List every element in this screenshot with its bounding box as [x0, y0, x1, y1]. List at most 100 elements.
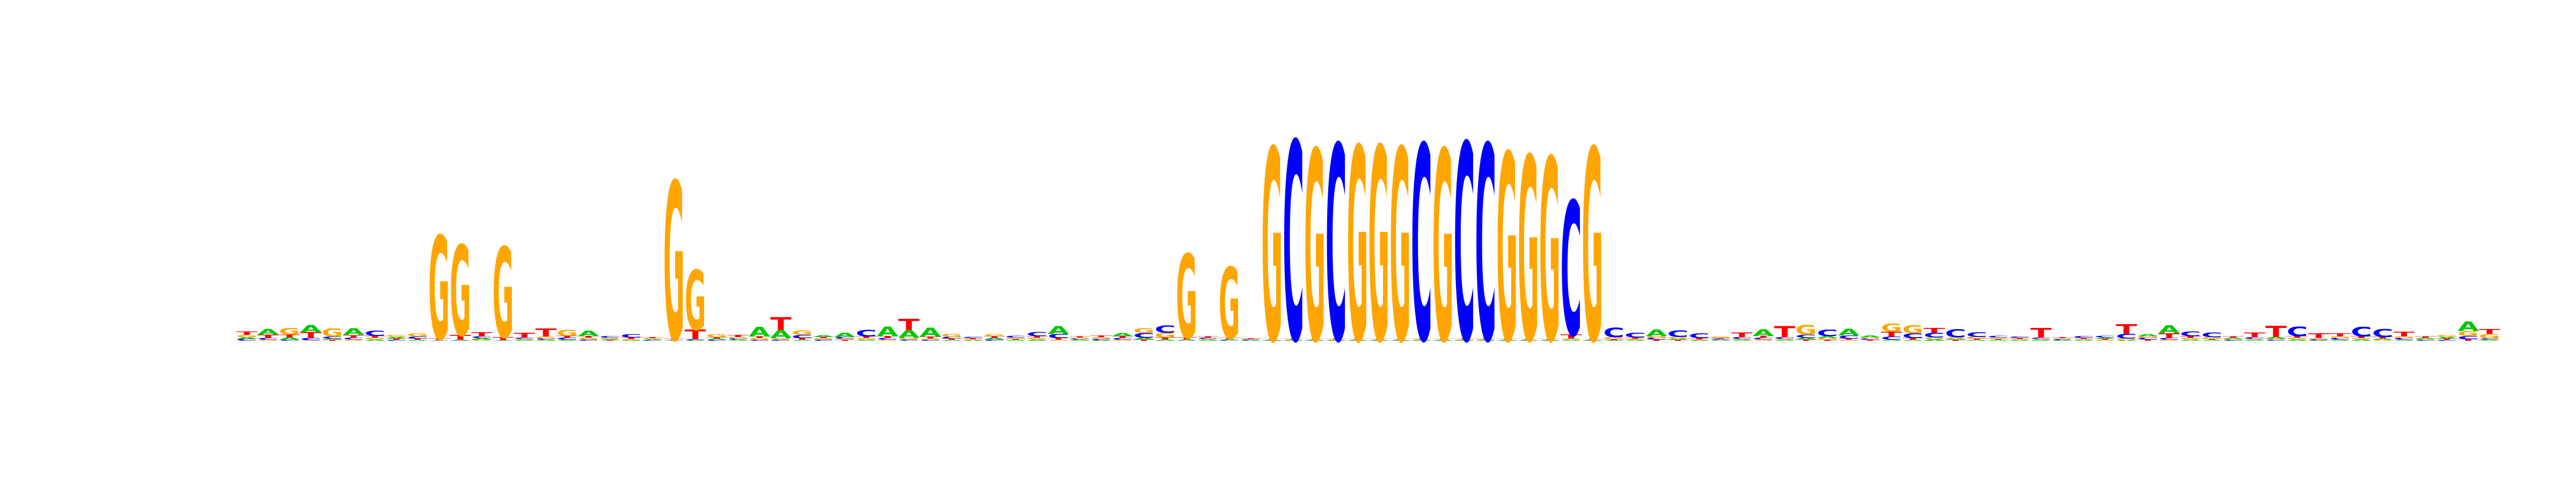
logo-letter-c: C: [1240, 339, 1262, 340]
logo-letter-c: C: [1539, 340, 1561, 341]
logo-letter-c: C: [1133, 332, 1155, 340]
logo-letter-a: A: [1667, 338, 1689, 340]
logo-letter-a: A: [706, 338, 728, 340]
logo-letter-c: C: [2415, 340, 2436, 341]
logo-letter-a: A: [1561, 340, 1582, 341]
logo-letter-a: A: [2030, 340, 2052, 341]
logo-letter-c: C: [855, 328, 877, 339]
logo-letter-c: C: [1838, 334, 1860, 340]
logo-letter-a: A: [685, 340, 706, 341]
logo-letter-g: G: [1795, 323, 1817, 338]
logo-letter-g: G: [941, 333, 962, 338]
logo-letter-g: G: [1966, 336, 1988, 339]
logo-letter-c: C: [364, 330, 386, 338]
logo-letter-g: G: [898, 338, 920, 340]
logo-letter-a: A: [1753, 328, 1774, 338]
logo-letter-c: C: [428, 340, 450, 341]
logo-letter-g: G: [2030, 339, 2052, 340]
logo-letter-t: T: [1112, 336, 1134, 339]
logo-letter-g: G: [321, 326, 343, 339]
logo-letter-c: C: [578, 339, 599, 341]
logo-letter-a: A: [920, 326, 941, 340]
logo-letter-t: T: [535, 326, 557, 339]
logo-letter-t: T: [727, 334, 749, 338]
logo-letter-c: C: [1710, 339, 1731, 340]
logo-letter-c: C: [450, 340, 471, 341]
logo-letter-c: C: [2265, 340, 2287, 341]
logo-letter-g: G: [428, 207, 450, 372]
logo-letter-t: T: [1091, 335, 1112, 338]
logo-letter-g: G: [1154, 332, 1176, 339]
logo-letter-t: T: [2372, 336, 2394, 339]
logo-letter-g: G: [2394, 336, 2415, 339]
logo-letter-t: T: [1902, 338, 1923, 340]
logo-letter-c: C: [877, 338, 898, 340]
logo-letter-t: T: [493, 336, 515, 341]
logo-letter-c: C: [1496, 340, 1518, 341]
logo-letter-c: C: [557, 338, 578, 341]
logo-letter-c: C: [1860, 338, 1881, 340]
logo-letter-a: A: [1881, 340, 1902, 341]
logo-letter-g: G: [1860, 337, 1881, 339]
logo-letter-a: A: [407, 340, 428, 341]
logo-letter-g: G: [984, 334, 1005, 337]
logo-letter-t: T: [877, 336, 899, 339]
logo-letter-t: T: [471, 331, 493, 338]
logo-letter-g: G: [1454, 339, 1475, 340]
logo-letter-a: A: [1411, 340, 1432, 341]
logo-letter-a: A: [1133, 338, 1155, 340]
logo-letter-g: G: [663, 138, 685, 390]
logo-letter-g: G: [1197, 339, 1219, 340]
logo-letter-c: C: [1518, 340, 1539, 341]
logo-letter-t: T: [962, 338, 984, 340]
logo-letter-t: T: [578, 336, 599, 339]
logo-letter-a: A: [1197, 340, 1219, 341]
logo-letter-g: G: [2265, 338, 2287, 340]
logo-letter-g: G: [2009, 339, 2030, 340]
logo-letter-a: A: [2394, 340, 2415, 341]
logo-letter-a: A: [1603, 340, 1624, 341]
logo-letter-a: A: [2351, 339, 2373, 341]
logo-letter-t: T: [343, 334, 365, 339]
logo-letter-c: C: [2073, 336, 2095, 339]
logo-letter-c: C: [1646, 338, 1667, 340]
logo-letter-a: A: [535, 340, 557, 341]
logo-letter-a: A: [1731, 340, 1753, 341]
logo-letter-a: A: [1688, 340, 1710, 341]
logo-letter-t: T: [2287, 336, 2308, 339]
logo-letter-t: T: [1454, 339, 1475, 340]
logo-letter-c: C: [1261, 340, 1283, 341]
logo-letter-t: T: [2009, 338, 2030, 339]
logo-letter-c: C: [2351, 324, 2372, 340]
logo-letter-t: T: [514, 332, 535, 339]
logo-letter-c: C: [1326, 91, 1347, 402]
logo-letter-g: G: [2180, 338, 2201, 340]
logo-letter-c: C: [1005, 335, 1027, 338]
logo-letter-g: G: [2287, 338, 2308, 340]
logo-letter-t: T: [706, 337, 728, 339]
logo-letter-a: A: [1261, 340, 1283, 341]
logo-letter-g: G: [2479, 333, 2500, 340]
logo-letter-c: C: [1069, 339, 1091, 340]
logo-letter-t: T: [428, 338, 450, 341]
logo-letter-t: T: [1988, 339, 2009, 340]
logo-letter-a: A: [1219, 339, 1240, 340]
logo-letter-a: A: [2137, 334, 2159, 337]
logo-letter-g: G: [407, 333, 428, 338]
logo-letter-c: C: [770, 339, 792, 341]
logo-letter-t: T: [813, 336, 835, 339]
logo-letter-g: G: [2158, 340, 2180, 341]
logo-letter-g: G: [813, 338, 835, 340]
logo-letter-g: G: [855, 338, 877, 340]
logo-letter-t: T: [1048, 338, 1069, 340]
logo-letter-g: G: [962, 339, 984, 341]
logo-letter-g: G: [599, 338, 621, 340]
logo-letter-a: A: [1347, 340, 1368, 341]
logo-letter-t: T: [2351, 336, 2372, 339]
logo-letter-g: G: [578, 338, 599, 340]
logo-letter-a: A: [1176, 339, 1197, 341]
logo-letter-g: G: [1347, 93, 1368, 402]
logo-letter-t: T: [620, 337, 642, 340]
logo-letter-g: G: [1667, 336, 1689, 339]
